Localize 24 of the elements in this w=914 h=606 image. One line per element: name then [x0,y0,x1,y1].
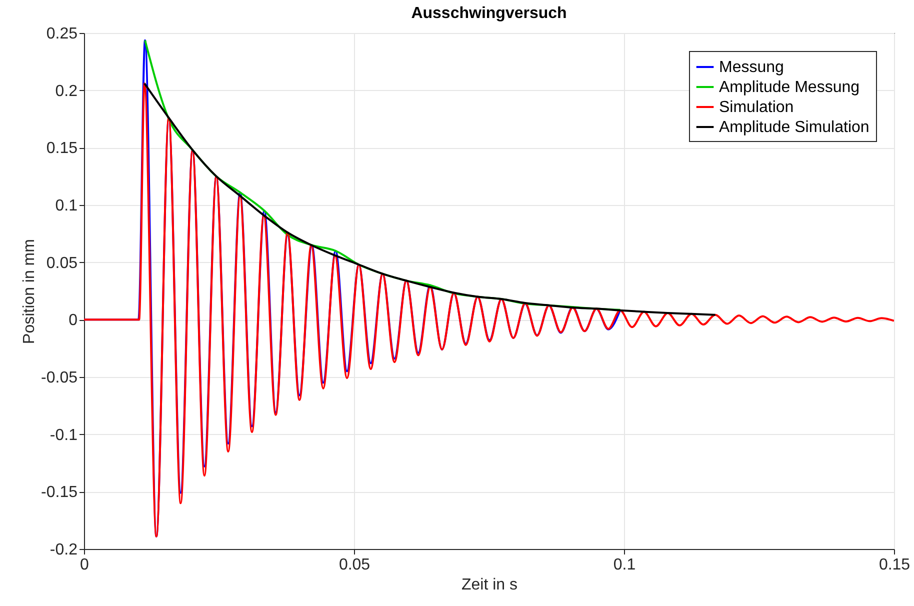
x-tick-label: 0.1 [613,556,636,574]
line-series [144,39,622,311]
y-tick-label: -0.2 [50,542,78,558]
line-series [143,82,716,316]
y-tick-label: -0.1 [50,426,78,444]
x-tick-label: 0 [80,556,90,574]
legend-label: Simulation [719,99,794,116]
y-tick-label: -0.15 [41,484,78,502]
y-axis-title: Position in mm [21,239,38,344]
line-series [84,82,894,538]
y-tick-label: -0.05 [41,370,78,386]
legend-label: Amplitude Messung [719,79,860,96]
legend-label: Amplitude Simulation [719,119,870,136]
y-tick-label: 0.05 [46,254,78,272]
y-tick-label: 0 [68,312,78,330]
x-axis-title: Zeit in s [461,576,518,594]
x-tick-label: 0.05 [338,556,370,574]
y-tick-label: 0.25 [46,26,78,42]
x-tick-label: 0.15 [878,556,910,574]
y-tick-label: 0.1 [55,198,78,214]
legend-label: Messung [719,59,784,76]
chart-title: Ausschwingversuch [411,5,567,22]
y-tick-label: 0.2 [55,82,78,100]
y-tick-label: 0.15 [46,140,78,158]
